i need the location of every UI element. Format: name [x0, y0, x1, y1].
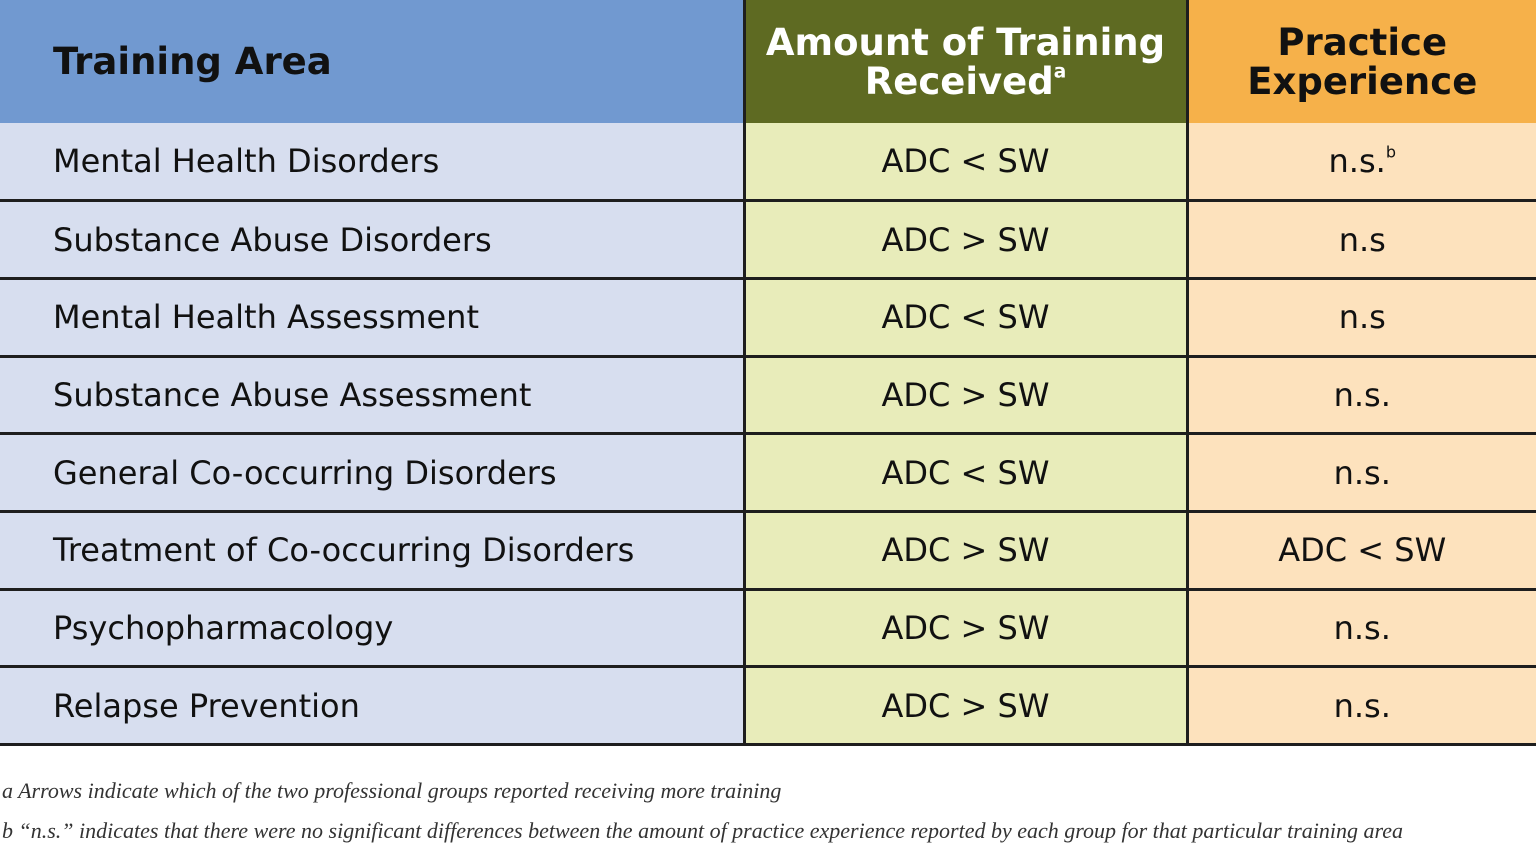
cell-text: ADC < SW	[1278, 531, 1447, 570]
table-cell: ADC > SW	[744, 356, 1189, 436]
header-cell: Amount of Training Receiveda	[744, 0, 1189, 123]
table-cell: n.s	[1187, 200, 1536, 280]
cell-text: ADC < SW	[881, 298, 1050, 337]
table-row: Substance Abuse Disorders ADC > SW n.s	[0, 200, 1536, 280]
cell-text: n.s.	[1333, 608, 1391, 647]
cell-text: ADC > SW	[881, 220, 1050, 259]
table-cell: n.s.	[1187, 433, 1536, 513]
header-cell: Practice Experience	[1187, 0, 1536, 123]
table-cell: ADC > SW	[744, 589, 1189, 669]
table-cell: Mental Health Disorders	[0, 123, 746, 203]
table-row: Mental Health Disorders ADC < SW n.s.b	[0, 123, 1536, 203]
cell-text: Treatment of Co-occurring Disorders	[53, 531, 635, 570]
cell-text: ADC < SW	[881, 142, 1050, 181]
table-cell: ADC > SW	[744, 200, 1189, 280]
table-cell: ADC < SW	[744, 278, 1189, 358]
table-cell: ADC < SW	[1187, 511, 1536, 591]
cell-text: n.s.	[1328, 142, 1386, 181]
note-marker: a	[1053, 60, 1067, 82]
cell-text: ADC > SW	[881, 608, 1050, 647]
table-row: Substance Abuse Assessment ADC > SW n.s.	[0, 356, 1536, 436]
footnote: a Arrows indicate which of the two profe…	[2, 778, 1403, 818]
table-row: Mental Health Assessment ADC < SW n.s	[0, 278, 1536, 358]
cell-text: n.s	[1338, 298, 1386, 337]
footnote-marker: a	[2, 778, 13, 803]
comparison-table: Training Area Amount of Training Received…	[0, 0, 1536, 746]
cell-text: Training Area	[53, 40, 332, 83]
table-body: Mental Health Disorders ADC < SW n.s.b Subs…	[0, 123, 1536, 746]
cell-text: Substance Abuse Disorders	[53, 220, 492, 259]
table-cell: Psychopharmacology	[0, 589, 746, 669]
cell-text: n.s.	[1333, 453, 1391, 492]
cell-text: ADC < SW	[881, 453, 1050, 492]
footnote-text: “n.s.” indicates that there were no sign…	[18, 818, 1404, 843]
footnote-marker: b	[2, 818, 13, 843]
cell-text: Substance Abuse Assessment	[53, 375, 532, 414]
table-cell: Substance Abuse Assessment	[0, 356, 746, 436]
table-cell: ADC < SW	[744, 123, 1189, 203]
table-cell: Substance Abuse Disorders	[0, 200, 746, 280]
note-marker: b	[1385, 142, 1396, 162]
table-cell: n.s	[1187, 278, 1536, 358]
cell-text: n.s.	[1333, 375, 1391, 414]
table-cell: Treatment of Co-occurring Disorders	[0, 511, 746, 591]
table-row: General Co-occurring Disorders ADC < SW n.…	[0, 433, 1536, 513]
cell-text: n.s	[1338, 220, 1386, 259]
table-cell: ADC > SW	[744, 511, 1189, 591]
footnotes: a Arrows indicate which of the two profe…	[2, 778, 1403, 858]
footnote-text: Arrows indicate which of the two profess…	[18, 778, 782, 803]
cell-text: ADC > SW	[881, 375, 1050, 414]
table-cell: ADC > SW	[744, 666, 1189, 746]
table-cell: Relapse Prevention	[0, 666, 746, 746]
cell-text: ADC > SW	[881, 686, 1050, 725]
cell-text: n.s.	[1333, 686, 1391, 725]
table-cell: Mental Health Assessment	[0, 278, 746, 358]
cell-text: ADC > SW	[881, 531, 1050, 570]
cell-text: Mental Health Assessment	[53, 298, 479, 337]
footnote: b “n.s.” indicates that there were no si…	[2, 818, 1403, 858]
cell-text: Relapse Prevention	[53, 686, 360, 725]
table-cell: n.s.	[1187, 589, 1536, 669]
table-row: Relapse Prevention ADC > SW n.s.	[0, 666, 1536, 746]
table-cell: ADC < SW	[744, 433, 1189, 513]
table-cell: General Co-occurring Disorders	[0, 433, 746, 513]
table-row: Treatment of Co-occurring Disorders ADC >…	[0, 511, 1536, 591]
cell-text: Mental Health Disorders	[53, 142, 440, 181]
header-cell: Training Area	[0, 0, 746, 123]
header-row: Training Area Amount of Training Received…	[0, 0, 1536, 123]
table-row: Psychopharmacology ADC > SW n.s.	[0, 589, 1536, 669]
cell-text: General Co-occurring Disorders	[53, 453, 557, 492]
table-cell: n.s.	[1187, 356, 1536, 436]
table-cell: n.s.b	[1187, 123, 1536, 203]
table-cell: n.s.	[1187, 666, 1536, 746]
cell-text: Practice Experience	[1247, 20, 1478, 103]
cell-text: Amount of Training Received	[765, 20, 1166, 103]
cell-text: Psychopharmacology	[53, 608, 394, 647]
